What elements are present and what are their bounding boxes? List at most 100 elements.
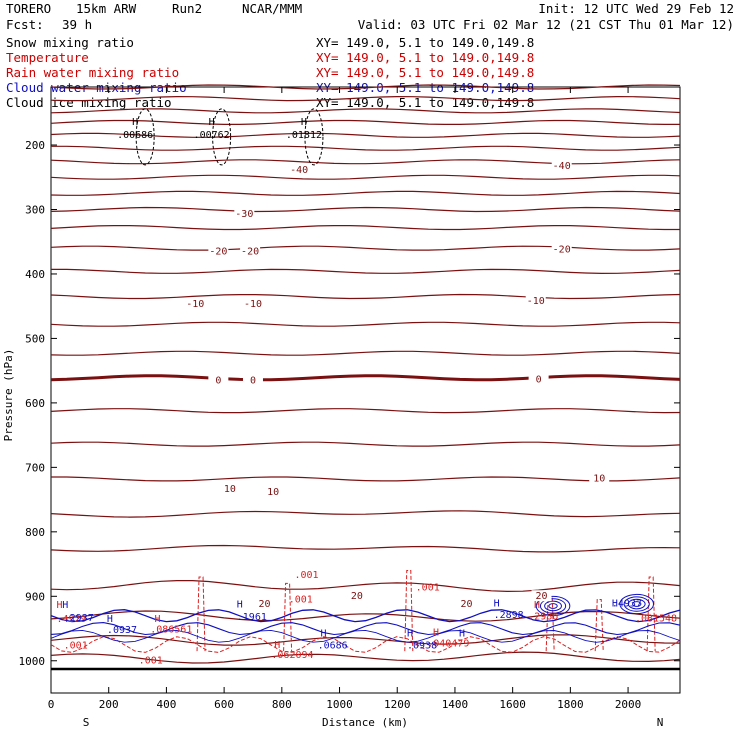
x-tick-label: 800 — [272, 698, 292, 711]
temperature-label-bg — [551, 160, 572, 172]
temperature-label: 10 — [224, 484, 236, 495]
y-tick-label: 600 — [25, 397, 45, 410]
rain-label: .2986 — [528, 612, 558, 623]
temperature-label: 0 — [250, 375, 256, 386]
temperature-label-bg — [242, 298, 263, 310]
rain-label: H — [155, 614, 161, 625]
temperature-label-bg — [240, 245, 261, 257]
rain-label: H — [274, 640, 280, 651]
temperature-label-bg — [242, 374, 263, 386]
snow-contour — [135, 108, 155, 166]
x-tick-label: 0 — [48, 698, 55, 711]
y-axis-label: Pressure (hPa) — [2, 349, 15, 442]
temperature-label: -20 — [209, 246, 227, 257]
temperature-label: 20 — [535, 591, 547, 602]
rain-contour — [646, 576, 656, 652]
temperature-label-bg — [531, 590, 552, 602]
cloud-water-contour — [619, 593, 655, 615]
isotherm-line — [50, 84, 681, 90]
temperature-label-bg — [208, 245, 229, 257]
rain-contours — [50, 570, 681, 653]
cloud-water-contour — [50, 622, 681, 636]
header: TORERO 15km ARW Run2 NCAR/MMM Init: 12 U… — [6, 1, 734, 32]
isotherm-line — [50, 321, 681, 327]
x-tick-label: 2000 — [615, 698, 642, 711]
temperature-label: 0 — [215, 375, 221, 386]
isotherm-line — [51, 268, 681, 275]
snow-max-marker: H — [132, 117, 138, 128]
x-tick-label: 1000 — [326, 698, 353, 711]
legend-field-xy: XY= 149.0, 5.1 to 149.0,149.8 — [316, 95, 534, 110]
rain-label: .001 — [139, 655, 163, 666]
cloud-water-label: H — [107, 614, 113, 625]
cloud-water-contours — [50, 593, 681, 643]
temperature-label-bg — [528, 373, 549, 385]
x-tick-label: 600 — [214, 698, 234, 711]
y-tick-label: 800 — [25, 526, 45, 539]
temperature-label-bg — [263, 485, 284, 497]
temperature-label-bg — [525, 294, 546, 306]
rain-label: .062094 — [271, 650, 313, 661]
cloud-water-contour — [627, 598, 646, 610]
isotherm-line — [50, 206, 681, 213]
snow-max-value: .00686 — [117, 130, 153, 141]
temperature-label: -10 — [186, 299, 204, 310]
y-tick-label: 200 — [25, 139, 45, 152]
isotherm-line — [50, 651, 681, 664]
temperature-label: -40 — [290, 165, 308, 176]
temperature-label-bg — [589, 472, 610, 484]
temperature-label-bg — [456, 597, 477, 609]
snow-max-marker: H — [301, 117, 307, 128]
snow-contour — [304, 108, 324, 166]
isotherm-line — [50, 634, 681, 646]
isotherm-line — [50, 95, 681, 102]
temperature-label: 10 — [267, 487, 279, 498]
model-name: TORERO — [6, 1, 51, 16]
x-tick-label: 200 — [99, 698, 119, 711]
y-tick-label: 500 — [25, 332, 45, 345]
temperature-label: -10 — [244, 299, 262, 310]
isotherm-line — [50, 580, 681, 593]
isotherm-line — [50, 190, 681, 196]
cloud-water-contour — [548, 603, 558, 609]
y-tick-label: 300 — [25, 203, 45, 216]
temperature-label-bg — [289, 164, 310, 176]
north-label: N — [657, 716, 664, 729]
cloud-water-contour — [632, 601, 642, 607]
x-tick-label: 1600 — [499, 698, 526, 711]
rain-label: H — [534, 600, 540, 611]
rain-label: H — [433, 628, 439, 639]
y-tick-label: 400 — [25, 268, 45, 281]
contour-labels: -40 -40 -30 -20 -20 -20 -10 -10 -10 0 0 0 10 10 10 20 20… — [56, 117, 677, 666]
legend-field-name: Rain water mixing ratio — [6, 65, 179, 80]
cloud-water-label: .0937 — [107, 625, 137, 636]
temperature-contours — [50, 84, 681, 664]
temperature-label-bg — [185, 298, 206, 310]
rain-label: .040479 — [427, 639, 469, 650]
cloud-water-contour — [50, 609, 681, 623]
cloud-water-label: .0686 — [318, 641, 348, 652]
init-time: Init: 12 UTC Wed 29 Feb 12 — [538, 1, 734, 16]
isotherm-line — [50, 225, 680, 231]
isotherm-line — [50, 159, 681, 165]
rain-label: .001 — [289, 595, 313, 606]
rain-label: .4929 — [56, 614, 86, 625]
cloud-water-contour — [50, 629, 681, 643]
cloud-water-contour — [535, 595, 571, 617]
valid-time: Valid: 03 UTC Fri 02 Mar 12 (21 CST Thu … — [358, 17, 734, 32]
y-tick-label: 700 — [25, 461, 45, 474]
x-tick-label: 400 — [156, 698, 176, 711]
x-tick-label: 1800 — [557, 698, 584, 711]
cloud-water-contour — [539, 598, 567, 614]
isotherm-line — [51, 476, 681, 482]
isotherm-line — [50, 293, 681, 300]
temperature-label: 20 — [258, 599, 270, 610]
isotherm-line — [50, 544, 681, 553]
isotherm-line — [50, 441, 681, 447]
cloud-water-label: H — [612, 599, 618, 610]
cloud-water-label: .2937 — [64, 613, 94, 624]
legend-field-xy: XY= 149.0, 5.1 to 149.0,149.8 — [316, 65, 534, 80]
temperature-label-bg — [551, 243, 572, 255]
rain-label: .086561 — [150, 624, 192, 635]
